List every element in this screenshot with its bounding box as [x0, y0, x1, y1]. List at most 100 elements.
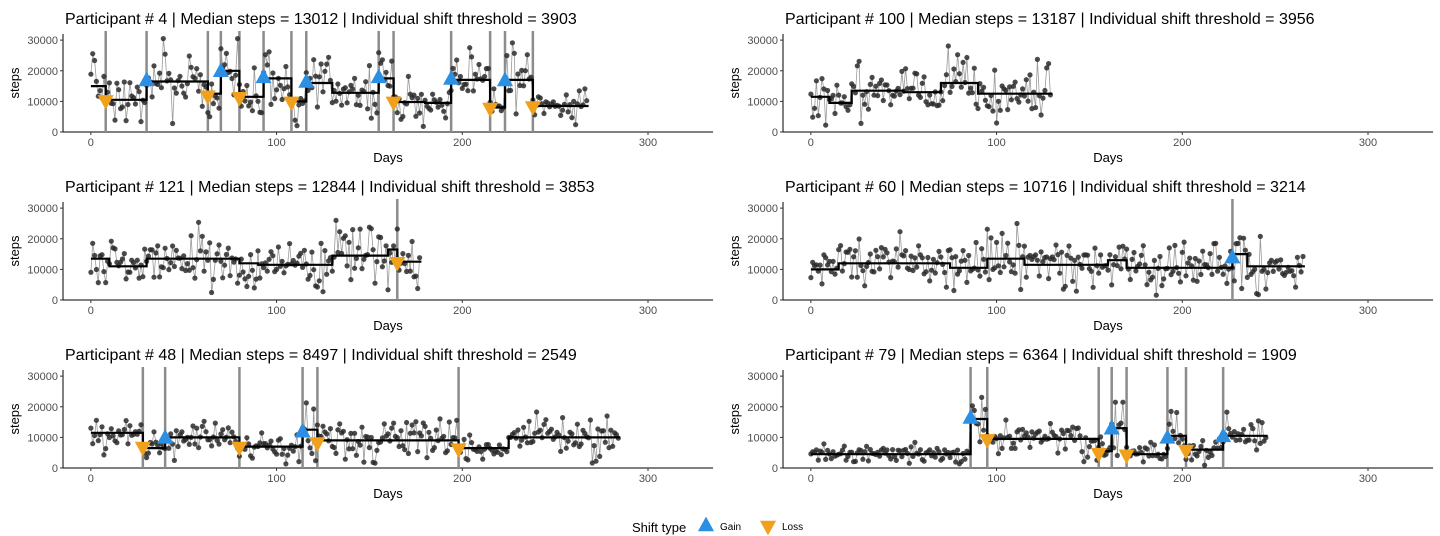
daily-steps-point — [1016, 242, 1022, 248]
daily-steps-point — [259, 110, 265, 116]
daily-steps-point — [170, 120, 176, 127]
daily-steps-point — [1021, 243, 1027, 249]
daily-steps-point — [1159, 283, 1165, 289]
x-tick-label: 100 — [267, 305, 285, 317]
daily-steps-point — [610, 443, 616, 449]
daily-steps-point — [925, 254, 931, 261]
daily-steps-point — [366, 445, 372, 451]
daily-steps-point — [257, 275, 263, 281]
daily-steps-point — [1153, 292, 1159, 298]
daily-steps-point — [910, 85, 916, 91]
daily-steps-point — [521, 424, 527, 430]
daily-steps-point — [955, 447, 961, 453]
daily-steps-point — [888, 102, 894, 108]
daily-steps-point — [112, 117, 118, 123]
daily-steps-point — [912, 255, 918, 261]
daily-steps-point — [350, 86, 356, 92]
daily-steps-point — [472, 71, 478, 77]
daily-steps-point — [524, 52, 530, 58]
daily-steps-point — [277, 82, 283, 88]
y-tick-label: 30000 — [747, 203, 778, 215]
gain-marker — [138, 71, 155, 87]
daily-steps-point — [1075, 425, 1081, 431]
daily-steps-point — [495, 449, 501, 455]
daily-steps-point — [1293, 284, 1299, 290]
daily-steps-point — [504, 449, 510, 455]
daily-steps-point — [92, 432, 98, 439]
daily-steps-point — [1144, 282, 1150, 288]
daily-steps-point — [981, 256, 987, 262]
daily-steps-point — [344, 263, 350, 269]
daily-steps-point — [101, 452, 107, 458]
loss-marker — [1118, 449, 1135, 465]
daily-steps-point — [962, 456, 968, 462]
daily-steps-point — [1250, 426, 1256, 432]
daily-steps-point — [929, 267, 935, 273]
x-tick-label: 300 — [639, 473, 657, 485]
panel-title: Participant # 48 | Median steps = 8497 |… — [65, 347, 577, 364]
x-tick-label: 0 — [88, 473, 94, 485]
daily-steps-point — [220, 427, 226, 433]
daily-steps-point — [1166, 421, 1172, 427]
daily-steps-point — [813, 78, 820, 84]
daily-steps-point — [1008, 445, 1015, 451]
daily-steps-point — [424, 455, 430, 461]
daily-steps-point — [999, 445, 1005, 451]
daily-steps-point — [223, 251, 229, 258]
daily-steps-point — [394, 226, 400, 232]
daily-steps-point — [437, 416, 443, 422]
daily-steps-point — [1090, 284, 1096, 290]
daily-steps-point — [860, 92, 866, 98]
daily-steps-point — [405, 73, 411, 79]
daily-steps-point — [1027, 444, 1033, 450]
daily-steps-point — [1200, 438, 1206, 444]
daily-steps-point — [173, 90, 179, 96]
daily-steps-point — [513, 111, 519, 117]
daily-steps-point — [1033, 105, 1039, 111]
daily-steps-point — [465, 457, 471, 463]
daily-steps-point — [116, 87, 122, 93]
daily-steps-point — [441, 108, 447, 114]
daily-steps-point — [155, 81, 161, 87]
daily-steps-point — [1159, 456, 1165, 462]
daily-steps-point — [420, 123, 426, 129]
daily-steps-point — [880, 254, 886, 260]
daily-steps-point — [207, 240, 213, 246]
daily-steps-point — [210, 276, 216, 282]
panel-1: Participant # 4 | Median steps = 13012 |… — [7, 11, 713, 165]
daily-steps-point — [285, 452, 291, 458]
daily-steps-point — [851, 83, 857, 89]
daily-steps-point — [413, 273, 419, 279]
daily-steps-point — [177, 73, 183, 79]
daily-steps-point — [203, 249, 209, 255]
daily-steps-point — [132, 101, 138, 107]
loss-marker — [385, 96, 402, 112]
daily-steps-point — [339, 102, 345, 108]
daily-steps-point — [995, 98, 1002, 104]
daily-steps-point — [938, 254, 944, 260]
daily-steps-point — [142, 246, 148, 252]
x-tick-label: 0 — [808, 137, 814, 149]
daily-steps-point — [233, 72, 239, 78]
daily-steps-point — [106, 80, 112, 86]
daily-steps-point — [1033, 252, 1039, 258]
daily-steps-point — [355, 92, 361, 98]
daily-steps-point — [316, 74, 322, 80]
daily-steps-point — [960, 248, 966, 254]
daily-steps-point — [982, 406, 989, 412]
daily-steps-point — [210, 101, 216, 107]
segment-mean-line — [90, 428, 621, 450]
daily-steps-point — [93, 417, 99, 423]
daily-steps-point — [1255, 292, 1261, 298]
daily-steps-point — [168, 260, 174, 266]
daily-steps-point — [352, 75, 358, 81]
daily-steps-point — [285, 84, 291, 90]
daily-steps-point — [270, 70, 276, 76]
daily-steps-point — [461, 436, 467, 442]
daily-steps-point — [828, 456, 834, 462]
daily-steps-point — [279, 96, 285, 103]
daily-steps-point — [878, 77, 885, 83]
daily-steps-point — [309, 450, 315, 457]
daily-steps-point — [469, 440, 475, 446]
daily-steps-point — [565, 109, 571, 115]
